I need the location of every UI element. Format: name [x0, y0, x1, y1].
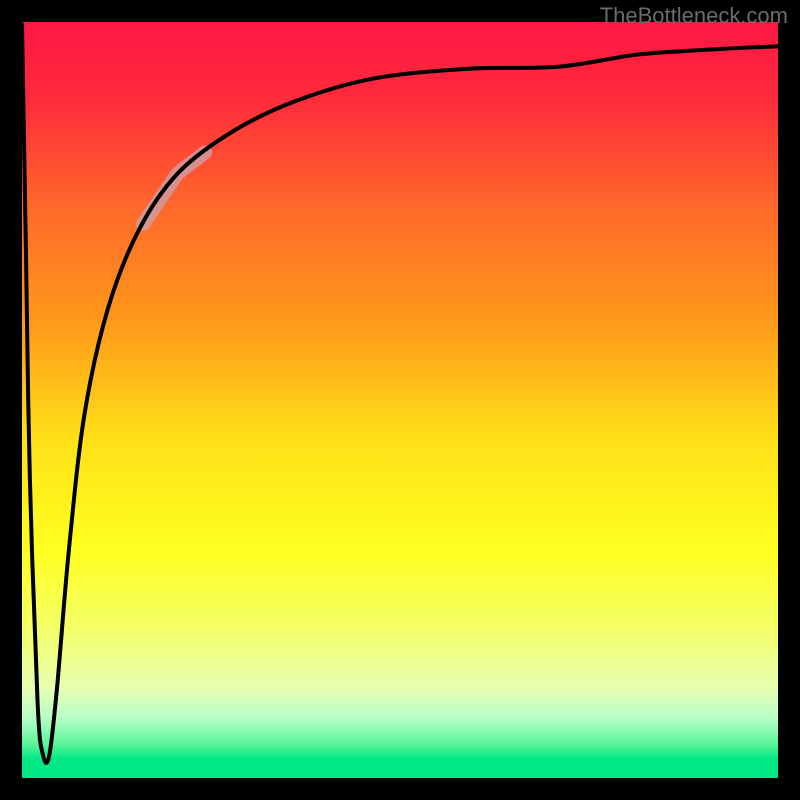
attribution-label: TheBottleneck.com	[600, 3, 788, 29]
chart-background	[22, 22, 778, 778]
bottleneck-chart: TheBottleneck.com	[0, 0, 800, 800]
chart-svg	[0, 0, 800, 800]
